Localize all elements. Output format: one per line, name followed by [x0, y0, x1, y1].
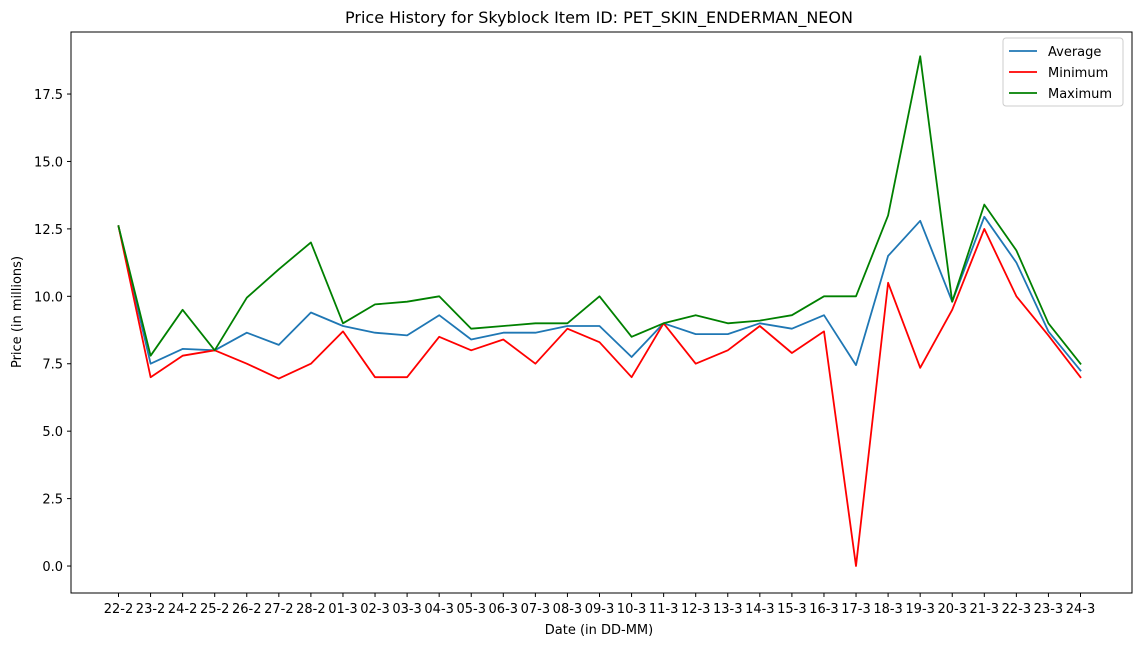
legend-box	[1002, 37, 1124, 107]
series-line-maximum	[117, 55, 1082, 365]
x-tick-label: 13-3	[713, 602, 743, 617]
legend-label-minimum: Minimum	[1048, 66, 1108, 81]
y-axis-label: Price (in millions)	[10, 256, 25, 368]
x-tick-label: 22-2	[104, 602, 134, 617]
x-tick-label: 19-3	[905, 602, 935, 617]
plot-lines	[117, 55, 1082, 567]
chart-title: Price History for Skyblock Item ID: PET_…	[345, 8, 853, 28]
x-tick-label: 02-3	[360, 602, 390, 617]
x-tick-label: 14-3	[745, 602, 775, 617]
series-line-minimum	[117, 225, 1082, 567]
y-tick-label: 2.5	[42, 493, 63, 508]
x-tick-label: 27-2	[264, 602, 294, 617]
series-line-average	[117, 215, 1082, 372]
x-axis-label: Date (in DD-MM)	[545, 623, 653, 638]
x-tick-label: 01-3	[328, 602, 358, 617]
x-tick-label: 17-3	[841, 602, 871, 617]
x-tick-label: 04-3	[424, 602, 454, 617]
x-tick-label: 21-3	[970, 602, 1000, 617]
legend: Average Minimum Maximum	[1002, 37, 1124, 107]
y-tick-label: 7.5	[42, 358, 63, 373]
y-tick-label: 10.0	[34, 290, 63, 305]
x-tick-label: 16-3	[809, 602, 839, 617]
y-tick-label: 5.0	[42, 425, 63, 440]
y-tick-label: 12.5	[34, 223, 63, 238]
x-axis-ticks: 22-2 23-2 24-2 25-2 26-2 27-2 28-2 01-3 02-3 03-3…	[104, 593, 1096, 617]
x-tick-label: 15-3	[777, 602, 807, 617]
legend-label-average: Average	[1048, 45, 1101, 60]
x-tick-label: 03-3	[392, 602, 422, 617]
plot-frame	[70, 31, 1133, 594]
x-tick-label: 10-3	[617, 602, 647, 617]
legend-label-maximum: Maximum	[1048, 87, 1112, 102]
x-tick-label: 28-2	[296, 602, 326, 617]
x-tick-label: 25-2	[200, 602, 230, 617]
x-tick-label: 05-3	[456, 602, 486, 617]
x-tick-label: 24-2	[168, 602, 198, 617]
x-tick-label: 18-3	[873, 602, 903, 617]
y-tick-label: 0.0	[42, 560, 63, 575]
x-tick-label: 23-2	[136, 602, 166, 617]
y-tick-label: 17.5	[34, 88, 63, 103]
x-tick-label: 20-3	[937, 602, 967, 617]
x-tick-label: 09-3	[585, 602, 615, 617]
x-tick-label: 26-2	[232, 602, 262, 617]
x-tick-label: 12-3	[681, 602, 711, 617]
x-tick-label: 11-3	[649, 602, 679, 617]
x-tick-label: 08-3	[553, 602, 583, 617]
x-tick-label: 06-3	[489, 602, 519, 617]
x-tick-label: 24-3	[1066, 602, 1096, 617]
x-tick-label: 22-3	[1002, 602, 1032, 617]
y-tick-label: 15.0	[34, 155, 63, 170]
y-axis-ticks: 0.0 2.5 5.0 7.5 10.0 12.5 15.0 17.5	[34, 88, 71, 575]
x-tick-label: 07-3	[521, 602, 551, 617]
x-tick-label: 23-3	[1034, 602, 1064, 617]
